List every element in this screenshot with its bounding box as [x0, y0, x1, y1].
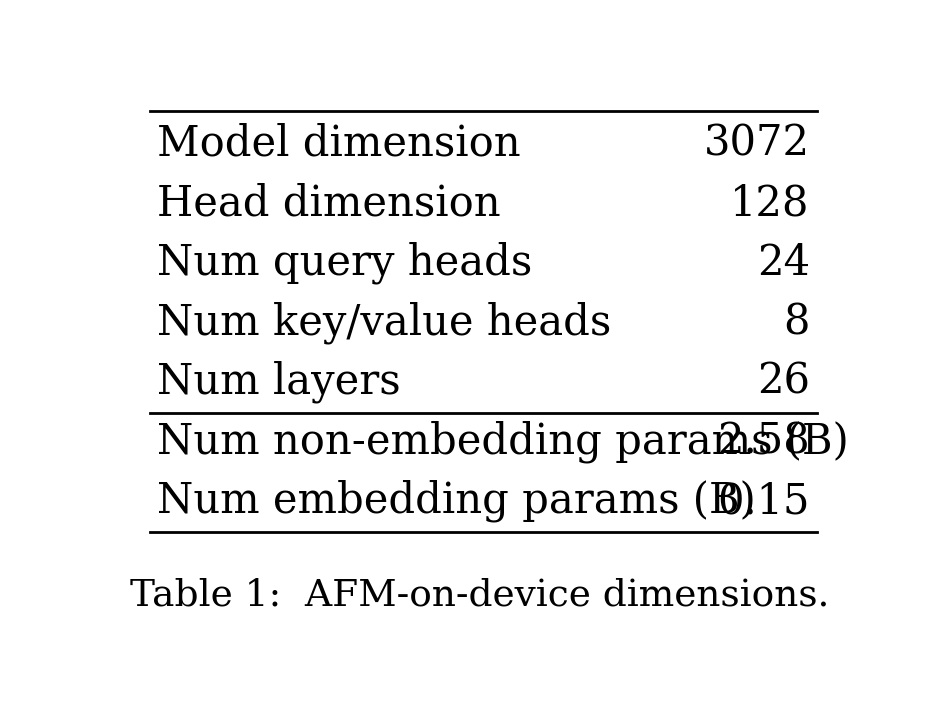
Text: 0.15: 0.15 [717, 480, 810, 522]
Text: Num embedding params (B): Num embedding params (B) [157, 480, 755, 522]
Text: Head dimension: Head dimension [157, 183, 501, 224]
Text: 3072: 3072 [704, 123, 810, 165]
Text: Num layers: Num layers [157, 361, 401, 403]
Text: Table 1:  AFM-on-device dimensions.: Table 1: AFM-on-device dimensions. [130, 578, 829, 614]
Text: 26: 26 [757, 361, 810, 403]
Text: Num non-embedding params (B): Num non-embedding params (B) [157, 420, 849, 463]
Text: Num key/value heads: Num key/value heads [157, 301, 611, 344]
Text: Model dimension: Model dimension [157, 123, 520, 165]
Text: 24: 24 [756, 242, 810, 284]
Text: 8: 8 [783, 301, 810, 344]
Text: 128: 128 [730, 183, 810, 224]
Text: 2.58: 2.58 [717, 420, 810, 463]
Text: Num query heads: Num query heads [157, 241, 533, 284]
